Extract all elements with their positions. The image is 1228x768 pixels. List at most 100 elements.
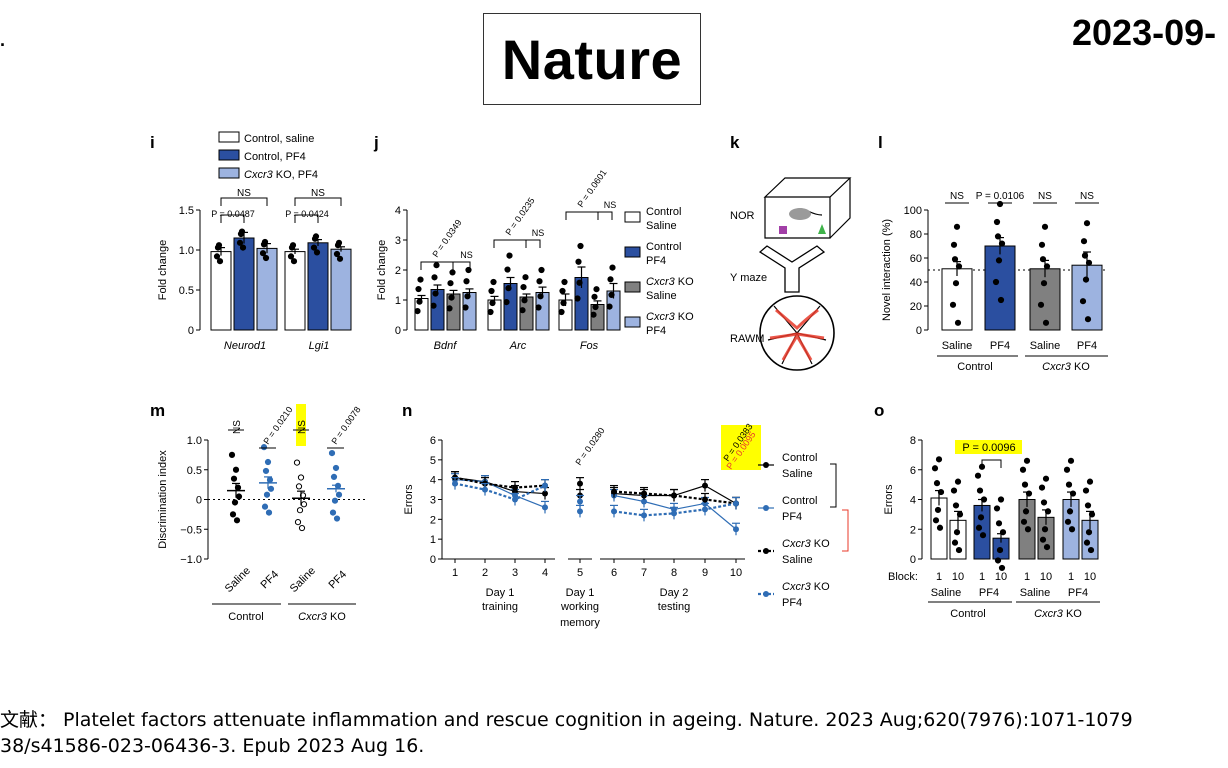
panel-o-bar — [973, 504, 991, 560]
panel-j-data-point — [561, 278, 568, 286]
object-purple-icon — [779, 226, 787, 234]
panel-n-x-tick-label: 4 — [542, 567, 548, 579]
panel-o-supergroup-label: Control — [950, 608, 985, 620]
panel-o-data-point — [937, 488, 945, 496]
panel-o-data-point — [998, 564, 1006, 572]
panel-j-data-point — [462, 304, 469, 311]
panel-m-data-point — [332, 464, 340, 472]
panel-l-annotation: NS — [950, 191, 964, 202]
panel-l-data-point — [1039, 256, 1047, 263]
panel-j-data-point — [607, 276, 614, 283]
panel-n-y-tick-label: 3 — [430, 495, 436, 507]
panel-o-highlight — [955, 440, 1022, 454]
panel-j-bracket — [452, 261, 471, 270]
panel-j-legend-swatch — [624, 246, 641, 258]
panel-l-data-point — [955, 263, 963, 270]
reference-line-2: 38/s41586-023-06436-3. Epub 2023 Aug 16. — [0, 735, 425, 757]
panel-j-data-point — [463, 278, 470, 285]
panel-m-data-point — [263, 491, 271, 498]
panel-o-data-point — [1043, 544, 1051, 551]
panel-n-series-line — [454, 482, 546, 501]
panel-m-group-label: Cxcr3 KO — [298, 611, 346, 623]
panel-n-x-tick-label: 7 — [641, 567, 647, 579]
panel-n-data-point — [611, 508, 617, 515]
panel-o-data-point — [1025, 490, 1033, 497]
panel-i-data-point — [213, 253, 221, 260]
panel-j-data-point — [464, 293, 471, 300]
panel-o-data-point — [1064, 518, 1072, 525]
panel-j-legend-label-2: Saline — [646, 220, 677, 232]
journal-title-box: Nature — [483, 13, 701, 105]
panel-j-data-point — [414, 308, 421, 315]
panel-o-data-point — [995, 520, 1003, 527]
panel-j-data-point — [487, 308, 494, 316]
panel-o-y-tick-label: 2 — [910, 524, 916, 536]
panel-k-ymaze-label: Y maze — [730, 272, 767, 284]
panel-l-data-point — [950, 241, 958, 248]
panel-j-annotation: NS — [604, 200, 617, 210]
panel-n-x-tick-label: 9 — [702, 567, 708, 579]
panel-i-legend-swatch — [218, 167, 240, 179]
panel-j-data-point — [520, 284, 527, 291]
panel-n-legend-label: Cxcr3 KO — [782, 581, 830, 593]
panel-j-legend-label-2: Saline — [646, 290, 677, 302]
panel-l-data-point — [949, 301, 957, 308]
panel-o-data-point — [1044, 508, 1052, 515]
panel-o-category-label: 1 — [1024, 571, 1030, 583]
panel-i-data-point — [289, 242, 297, 249]
panel-j-legend-label: Control — [646, 241, 681, 253]
panel-o-data-point — [999, 529, 1007, 536]
panel-n-x-tick-label: 3 — [512, 567, 518, 579]
panel-n-xgroup-label: training — [482, 601, 518, 613]
panel-l-y-tick-label: 80 — [910, 229, 922, 241]
panel-m-data-point — [333, 515, 341, 522]
panel-j-data-point — [415, 285, 422, 293]
panel-m-data-point — [260, 444, 268, 451]
panel-m-data-point — [230, 475, 238, 482]
panel-l-data-point — [1042, 319, 1050, 326]
panel-m-annotation: NS — [297, 420, 308, 434]
panel-n-x-tick-label: 1 — [452, 567, 458, 579]
panel-l-data-point — [992, 278, 1000, 286]
panel-o-data-point — [1087, 546, 1095, 554]
panel-n-data-point — [702, 496, 708, 503]
panel-o-y-tick-label: 4 — [910, 495, 916, 507]
panel-m-data-point — [235, 493, 243, 500]
panel-o-data-point — [997, 496, 1005, 503]
panel-l-data-point — [954, 319, 962, 326]
panel-l-data-point — [996, 200, 1004, 208]
panel-n-data-point — [512, 496, 518, 503]
panel-j-y-tick-label: 2 — [395, 265, 401, 277]
panel-n-series-line — [454, 476, 546, 489]
panel-i-y-tick-label: 0.5 — [179, 285, 194, 297]
panel-n-data-point — [611, 488, 617, 495]
panel-j-data-point — [433, 262, 440, 269]
panel-i-data-point — [216, 258, 224, 265]
panel-n-data-point — [671, 492, 677, 499]
panel-n-x-tick-label: 8 — [671, 567, 677, 579]
panel-o-data-point — [1083, 539, 1091, 546]
panel-o-block-label: Block: — [888, 571, 918, 583]
panel-o-data-point — [1066, 508, 1074, 515]
panel-j-data-point — [521, 297, 528, 304]
panel-j-data-point — [592, 303, 599, 311]
panel-o-data-point — [1065, 481, 1073, 488]
panel-l-data-point — [953, 223, 961, 230]
panel-m-data-point — [298, 524, 306, 532]
panel-n-data-point — [577, 498, 583, 505]
panel-m-data-point — [300, 501, 308, 508]
panel-j-data-point — [488, 287, 495, 295]
panel-n-data-point — [641, 512, 647, 519]
panel-o-bracket — [981, 459, 1002, 468]
panel-l-data-point — [993, 218, 1001, 226]
panel-j-annotation: NS — [460, 250, 473, 260]
panel-n-data-point — [641, 498, 647, 505]
panel-o-data-point — [1040, 499, 1048, 506]
panel-o-y-tick-label: 8 — [910, 435, 916, 447]
panel-n-xgroup-label: Day 1 — [486, 587, 515, 599]
panel-n-legend-bracket — [830, 463, 837, 508]
panel-o-data-point — [1084, 502, 1092, 509]
panel-l-group-label: Control — [957, 361, 992, 373]
panel-i-category-label: Lgi1 — [309, 340, 330, 352]
panel-j-data-point — [590, 311, 597, 318]
